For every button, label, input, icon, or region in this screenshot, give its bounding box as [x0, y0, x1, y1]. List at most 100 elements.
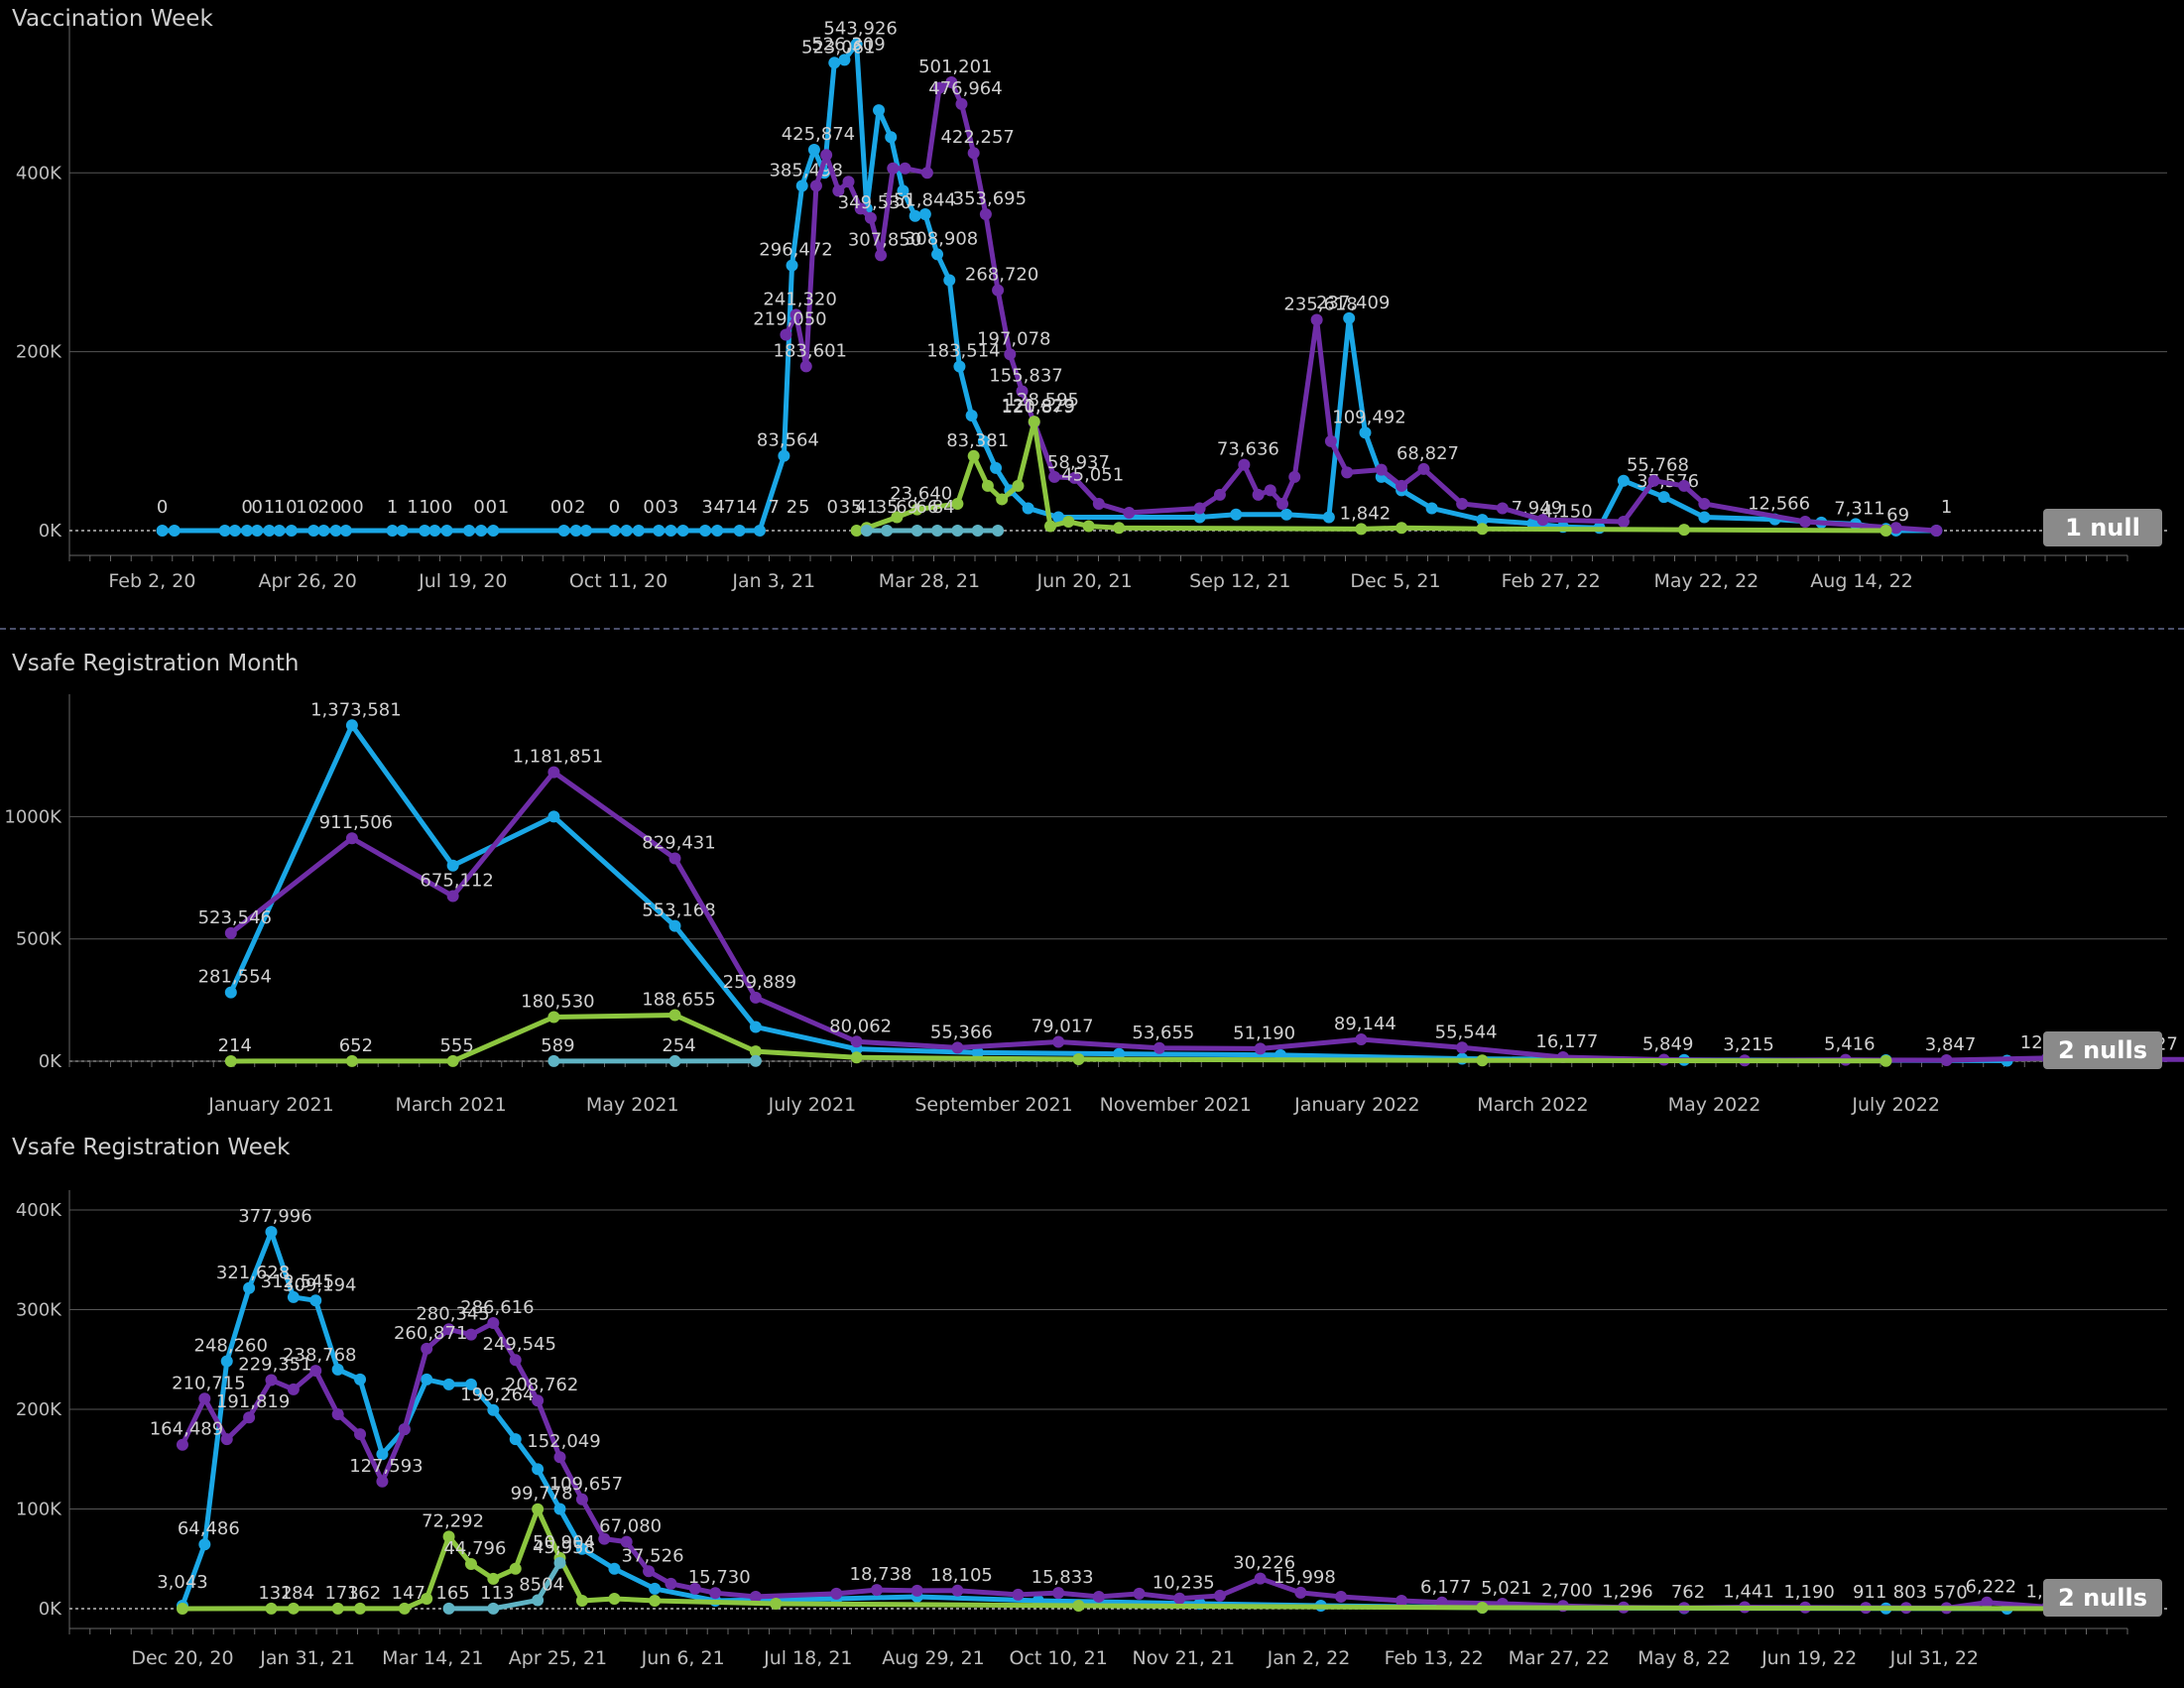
data-point: [1647, 474, 1660, 487]
data-label: 210,715: [172, 1373, 245, 1393]
data-point: [967, 147, 980, 160]
data-point: [649, 1582, 662, 1595]
series-line-blue: [228, 722, 2007, 1064]
data-point: [965, 410, 978, 422]
data-label: 120,879: [1002, 397, 1075, 418]
x-tick-label: Feb 2, 20: [108, 570, 195, 592]
data-label: 0: [286, 497, 297, 518]
data-label: 132: [258, 1583, 292, 1604]
data-point: [509, 1562, 522, 1575]
data-label: 259,889: [723, 972, 796, 993]
data-point: [1940, 1054, 1953, 1067]
x-tick-label: Dec 5, 21: [1350, 570, 1440, 592]
data-point: [1698, 511, 1711, 524]
data-label: 0: [157, 497, 168, 518]
data-point: [608, 525, 621, 537]
data-label: 66: [915, 497, 938, 518]
data-point: [1456, 1041, 1469, 1054]
y-tick-label: 0K: [39, 1599, 62, 1620]
data-label: 5,849: [1642, 1034, 1694, 1055]
data-point: [1476, 514, 1489, 527]
data-point: [749, 1045, 762, 1058]
data-label: 280,345: [416, 1303, 489, 1324]
data-point: [1678, 479, 1690, 492]
data-label: 4: [714, 497, 725, 518]
data-point: [951, 1041, 964, 1054]
x-tick-label: July 2022: [1851, 1094, 1940, 1116]
x-tick-label: September 2021: [914, 1094, 1072, 1116]
x-tick-label: March 2021: [395, 1094, 506, 1116]
data-label: 1,373,581: [310, 699, 402, 720]
x-tick-label: Apr 25, 21: [509, 1647, 607, 1669]
x-tick-label: Oct 11, 20: [569, 570, 667, 592]
y-tick-label: 200K: [16, 1399, 62, 1420]
data-point: [842, 176, 855, 188]
data-label: 2: [787, 497, 797, 518]
data-point: [1052, 1587, 1065, 1600]
data-label: 152,049: [527, 1431, 600, 1452]
data-label: 1: [736, 497, 747, 518]
data-label: 0: [330, 497, 341, 518]
data-label: 3: [667, 497, 678, 518]
data-point: [864, 211, 877, 224]
data-label: 260,871: [394, 1323, 467, 1344]
data-label: 35: [876, 497, 899, 518]
data-point: [953, 360, 966, 373]
data-point: [1123, 506, 1136, 519]
data-point: [828, 57, 841, 69]
data-point: [442, 1602, 455, 1615]
data-point: [608, 1562, 621, 1575]
data-point: [1981, 1596, 1994, 1609]
data-label: 191,819: [216, 1391, 290, 1412]
data-point: [992, 525, 1005, 537]
data-point: [910, 503, 923, 516]
data-label: 162: [347, 1583, 381, 1604]
data-label: 1: [264, 497, 275, 518]
data-label: 523,546: [198, 907, 272, 928]
data-point: [951, 497, 964, 510]
data-point: [487, 525, 500, 537]
data-point: [265, 1602, 278, 1615]
data-point: [807, 143, 820, 156]
data-point: [778, 449, 790, 462]
data-point: [1280, 508, 1293, 521]
y-tick-label: 500K: [16, 929, 62, 950]
x-tick-label: January 2021: [207, 1094, 333, 1116]
x-tick-label: Aug 29, 21: [882, 1647, 985, 1669]
data-label: 64,486: [178, 1518, 240, 1539]
data-point: [547, 1054, 560, 1067]
data-point: [875, 249, 888, 262]
data-point: [1324, 434, 1337, 447]
data-point: [1698, 497, 1711, 510]
data-point: [446, 859, 459, 872]
data-point: [376, 1448, 389, 1461]
data-point: [419, 525, 431, 537]
data-point: [1395, 1594, 1408, 1607]
x-tick-label: May 22, 22: [1654, 570, 1759, 592]
data-label: 1,190: [1783, 1582, 1835, 1603]
data-label: 1,441: [1723, 1582, 1774, 1603]
data-point: [1395, 522, 1408, 535]
data-label: 41: [855, 497, 878, 518]
data-point: [317, 525, 330, 537]
data-point: [575, 1594, 588, 1607]
data-label: 208,762: [505, 1375, 578, 1395]
x-tick-label: November 2021: [1100, 1094, 1252, 1116]
data-point: [331, 1408, 344, 1421]
data-point: [575, 1542, 588, 1555]
data-label: 44,796: [443, 1538, 506, 1559]
data-point: [1294, 1586, 1307, 1599]
data-point: [931, 525, 944, 537]
data-label: 349,530: [838, 192, 911, 213]
data-point: [331, 1602, 344, 1615]
data-point: [176, 1603, 188, 1615]
y-tick-label: 0K: [39, 1051, 62, 1072]
data-point: [1456, 497, 1469, 510]
data-point: [1193, 502, 1206, 515]
data-point: [509, 1433, 522, 1446]
data-label: 3: [701, 497, 712, 518]
data-point: [442, 1378, 455, 1390]
data-point: [1395, 479, 1408, 492]
data-point: [285, 525, 298, 537]
data-point: [1252, 488, 1265, 501]
